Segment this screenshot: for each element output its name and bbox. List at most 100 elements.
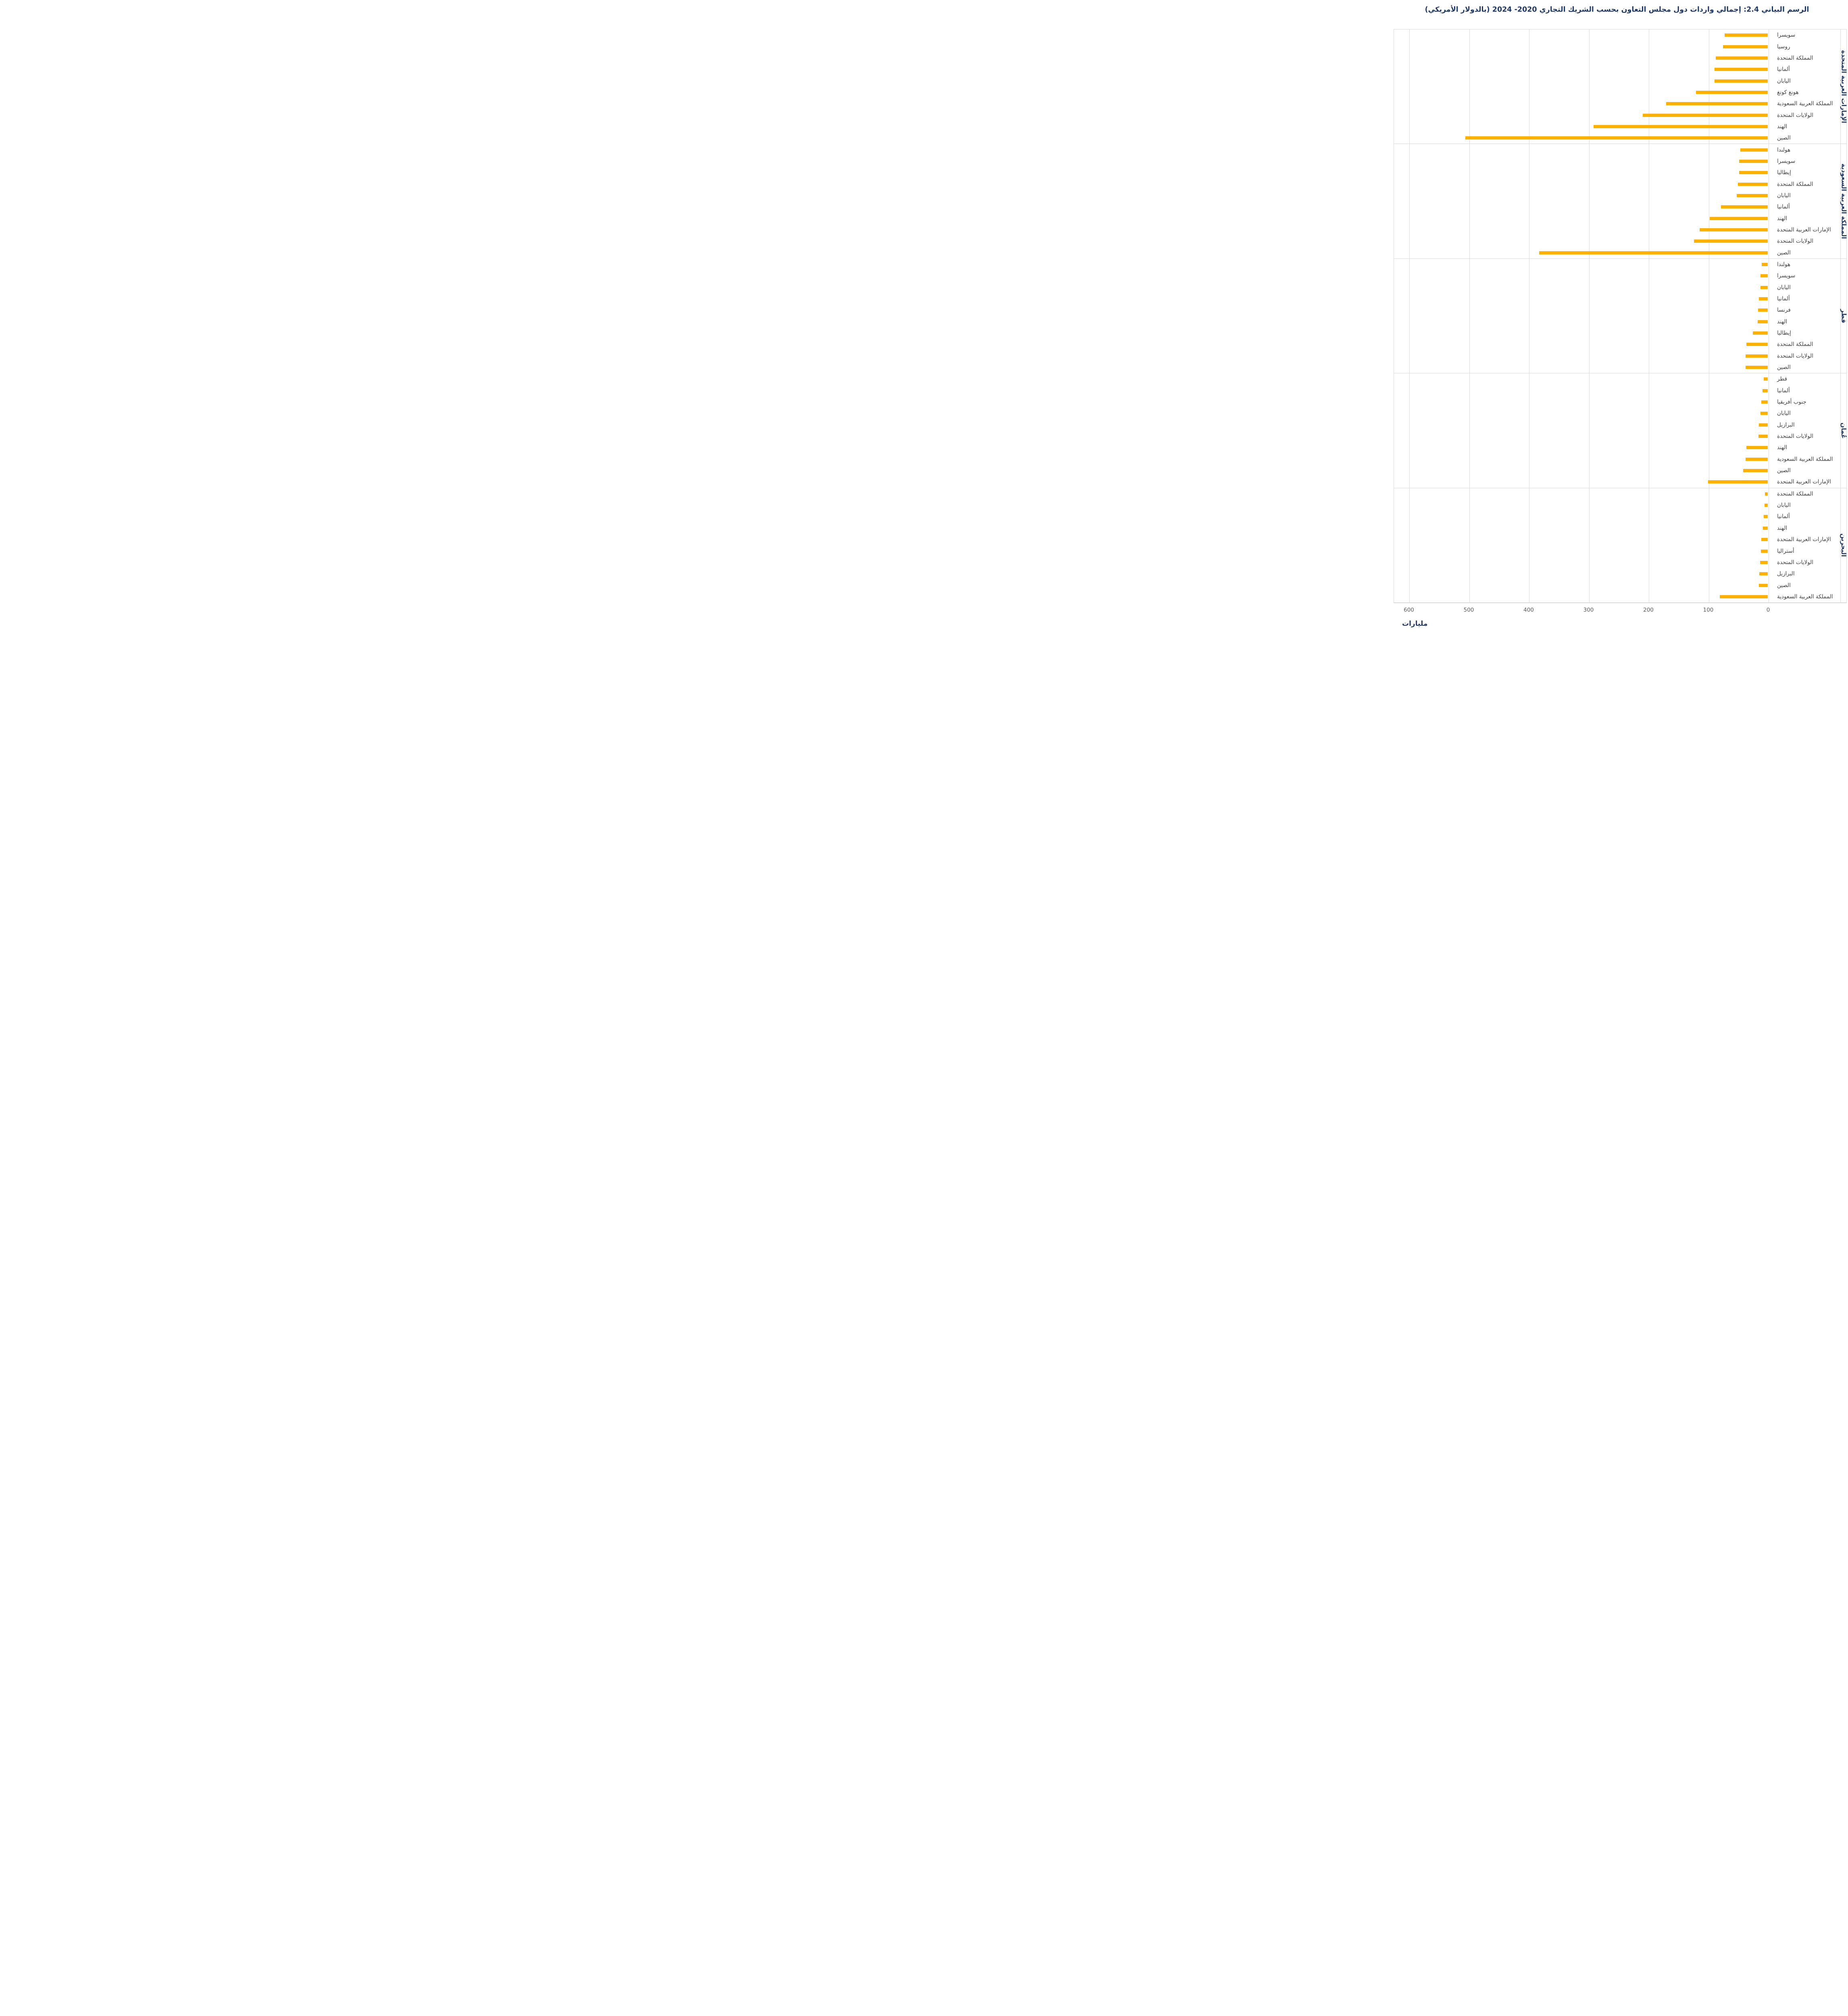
axis-unit-label: مليارات <box>1402 620 1428 628</box>
bar-row: اليابان <box>1394 408 1846 419</box>
group-label-strip: البحرين <box>1840 488 1847 602</box>
bar <box>1715 56 1768 60</box>
bar-row: الولايات المتحدة <box>1394 109 1846 121</box>
bar <box>1762 262 1768 266</box>
bar-label: المملكة المتحدة <box>1777 490 1813 497</box>
bar-row: اليابان <box>1394 282 1846 293</box>
bar-row: هولندا <box>1394 144 1846 155</box>
bar-row: إيطاليا <box>1394 167 1846 178</box>
bar <box>1760 274 1768 278</box>
bar-label: الإمارات العربية المتحدة <box>1777 536 1831 543</box>
bar-label: البرازيل <box>1777 421 1795 428</box>
bar-row: جنوب أفريقيا <box>1394 396 1846 408</box>
bar-row: إيطاليا <box>1394 327 1846 339</box>
bar-row: الصين <box>1394 132 1846 144</box>
bar <box>1465 136 1768 140</box>
x-axis-tick-100: 100 <box>1703 607 1714 613</box>
bar-label: اليابان <box>1777 502 1791 509</box>
bar <box>1758 435 1768 438</box>
bar <box>1758 297 1768 301</box>
bar <box>1739 171 1768 175</box>
bar <box>1760 285 1768 289</box>
bar <box>1708 480 1768 484</box>
bar-label: ألمانيا <box>1777 513 1790 520</box>
bar <box>1752 331 1768 335</box>
bar <box>1758 583 1768 587</box>
bar-row: الولايات المتحدة <box>1394 557 1846 568</box>
bar <box>1738 182 1768 186</box>
gridline-600 <box>1409 29 1410 602</box>
bar <box>1759 572 1768 576</box>
bar <box>1746 446 1768 450</box>
bar <box>1763 377 1768 381</box>
bar-row: سويسرا <box>1394 156 1846 167</box>
gridline-500 <box>1469 29 1470 602</box>
bar-row: فرنسا <box>1394 304 1846 316</box>
bar <box>1709 217 1768 220</box>
bar-label: المملكة العربية السعودية <box>1777 100 1833 107</box>
bar-label: ألمانيا <box>1777 387 1790 394</box>
bar-row: قطر <box>1394 373 1846 385</box>
bar <box>1746 457 1768 461</box>
bar-label: جنوب أفريقيا <box>1777 399 1806 406</box>
bar-row: ألمانيا <box>1394 511 1846 522</box>
bar-row: البرازيل <box>1394 568 1846 579</box>
bar <box>1593 125 1768 128</box>
x-axis-tick-600: 600 <box>1404 607 1414 613</box>
bar-row: المملكة المتحدة <box>1394 52 1846 64</box>
bar-label: الولايات المتحدة <box>1777 559 1814 566</box>
bar-row: المملكة العربية السعودية <box>1394 454 1846 465</box>
panel-1: هولندا سويسرا إيطاليا المملكة المتحدة اليابا… <box>1394 144 1847 259</box>
bar <box>1723 45 1768 48</box>
bar-row: اليابان <box>1394 75 1846 86</box>
bar-row: اليابان <box>1394 500 1846 511</box>
bar-label: الولايات المتحدة <box>1777 352 1814 359</box>
x-axis: 600 500 400 300 200 100 0 <box>1386 607 1848 616</box>
bar-row: المملكة المتحدة <box>1394 488 1846 500</box>
bar-row: الهند <box>1394 523 1846 534</box>
bar-label: هولندا <box>1777 146 1791 153</box>
bar-label: هونغ كونغ <box>1777 89 1799 96</box>
bar <box>1642 113 1768 117</box>
panel-4: المملكة المتحدة اليابان ألمانيا الهند الإمار… <box>1394 488 1847 602</box>
bar <box>1763 526 1768 530</box>
bar-row: الصين <box>1394 465 1846 476</box>
group-label: الإمارات العربية المتحدة <box>1840 50 1848 123</box>
bar-label: الهند <box>1777 525 1788 531</box>
bar <box>1764 515 1768 519</box>
bar-label: ألمانيا <box>1777 204 1790 210</box>
chart-page: الرسم البياني 2.4: إجمالي واردات دول مجل… <box>1386 0 1848 644</box>
x-axis-tick-300: 300 <box>1583 607 1594 613</box>
bar <box>1694 240 1768 243</box>
bar-label: اليابان <box>1777 284 1791 291</box>
bar-label: الإمارات العربية المتحدة <box>1777 226 1831 233</box>
bar <box>1764 504 1768 507</box>
bar <box>1714 68 1768 71</box>
bar-label: فرنسا <box>1777 307 1791 314</box>
bar <box>1699 228 1768 231</box>
group-label-strip: عُمان <box>1840 373 1848 487</box>
bar-label: الولايات المتحدة <box>1777 238 1814 245</box>
gridline-300 <box>1589 29 1590 602</box>
group-label-strip: قطر <box>1840 259 1847 373</box>
group-label: البحرين <box>1840 533 1848 557</box>
bar <box>1746 366 1768 369</box>
bar <box>1721 205 1768 209</box>
bar <box>1714 79 1768 83</box>
bar-row: أستراليا <box>1394 545 1846 556</box>
bar-label: قطر <box>1777 376 1787 383</box>
bar <box>1746 343 1768 346</box>
bar-row: هونغ كونغ <box>1394 87 1846 98</box>
bar <box>1765 492 1768 496</box>
bar-row: الولايات المتحدة <box>1394 350 1846 362</box>
bar-label: هولندا <box>1777 261 1791 268</box>
bar-label: أستراليا <box>1777 548 1794 554</box>
bar-label: الصين <box>1777 135 1791 142</box>
bar-label: إيطاليا <box>1777 330 1791 337</box>
bar-row: روسيا <box>1394 41 1846 52</box>
bar-row: ألمانيا <box>1394 201 1846 212</box>
bar <box>1739 159 1768 163</box>
bar-row: ألمانيا <box>1394 64 1846 75</box>
bar-label: المملكة المتحدة <box>1777 341 1813 348</box>
bar-row: المملكة المتحدة <box>1394 339 1846 350</box>
